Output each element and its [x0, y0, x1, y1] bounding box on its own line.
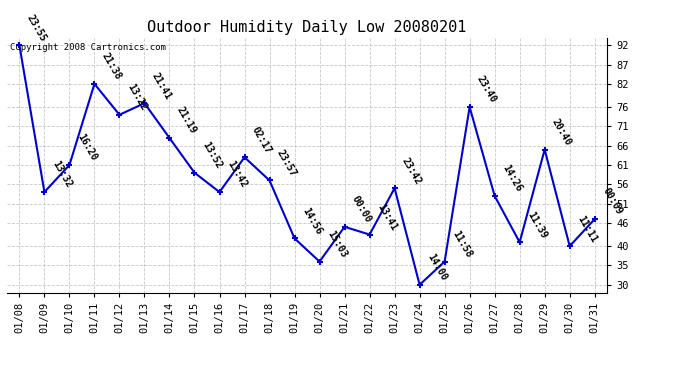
Title: Outdoor Humidity Daily Low 20080201: Outdoor Humidity Daily Low 20080201	[148, 20, 466, 35]
Text: 00:09: 00:09	[600, 186, 624, 217]
Text: 13:52: 13:52	[200, 140, 224, 171]
Text: 20:40: 20:40	[550, 117, 573, 147]
Text: 15:03: 15:03	[325, 229, 348, 260]
Text: 23:55: 23:55	[25, 13, 48, 43]
Text: 14:00: 14:00	[425, 252, 449, 283]
Text: 21:38: 21:38	[100, 51, 124, 82]
Text: 21:19: 21:19	[175, 105, 199, 136]
Text: 21:41: 21:41	[150, 70, 173, 101]
Text: 13:32: 13:32	[50, 159, 73, 190]
Text: 14:56: 14:56	[300, 206, 324, 236]
Text: 11:39: 11:39	[525, 210, 549, 240]
Text: Copyright 2008 Cartronics.com: Copyright 2008 Cartronics.com	[10, 43, 166, 52]
Text: 11:58: 11:58	[450, 229, 473, 260]
Text: 13:22: 13:22	[125, 82, 148, 112]
Text: 16:20: 16:20	[75, 132, 99, 163]
Text: 00:00: 00:00	[350, 194, 373, 225]
Text: 23:42: 23:42	[400, 156, 424, 186]
Text: 11:11: 11:11	[575, 213, 599, 244]
Text: 13:42: 13:42	[225, 159, 248, 190]
Text: 02:17: 02:17	[250, 124, 273, 155]
Text: 13:41: 13:41	[375, 202, 399, 232]
Text: 23:40: 23:40	[475, 75, 499, 105]
Text: 14:26: 14:26	[500, 163, 524, 194]
Text: 23:57: 23:57	[275, 148, 299, 178]
